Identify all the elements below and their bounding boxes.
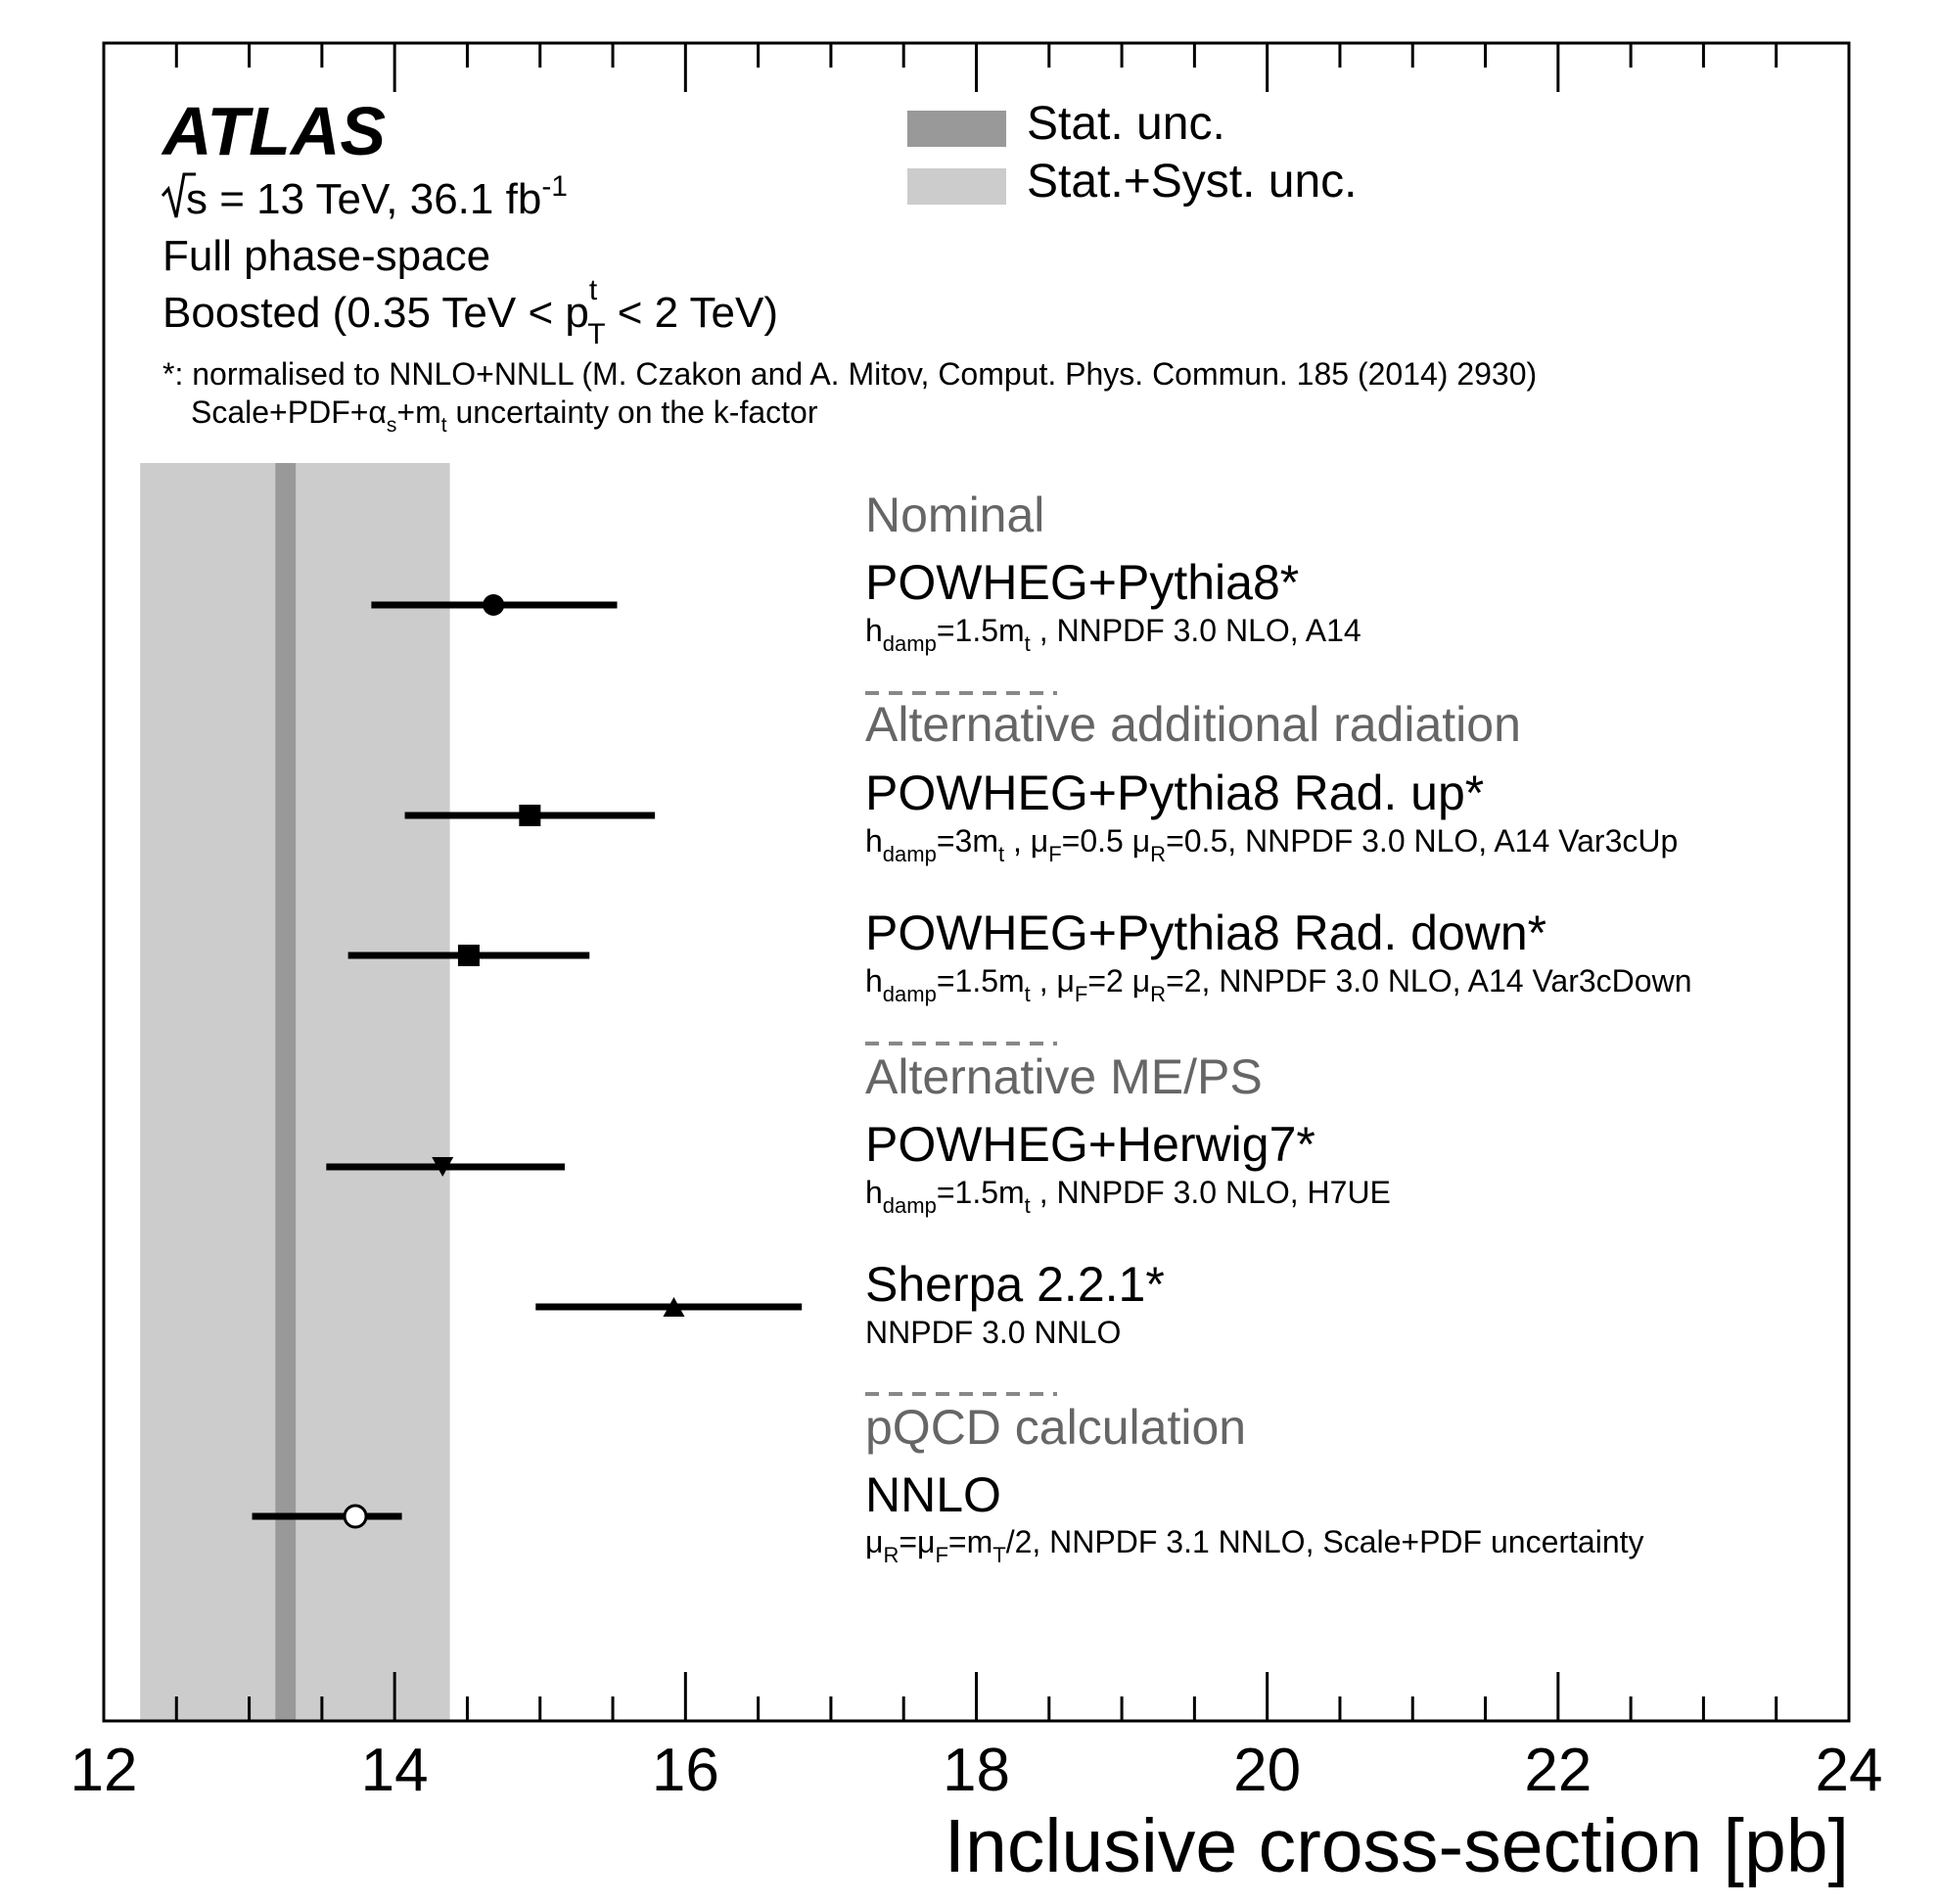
prediction-point	[371, 594, 618, 616]
marker-open-circle	[343, 1504, 368, 1529]
marker-circle	[483, 594, 505, 616]
sublabel-sherpa: NNPDF 3.0 NNLO	[865, 1315, 1121, 1350]
legend: Stat. unc. Stat.+Syst. unc.	[907, 98, 1358, 208]
legend-swatch-stat	[907, 111, 1006, 147]
prediction-point	[347, 945, 590, 966]
svg-text:s = 13 TeV, 36.1 fb-1: s = 13 TeV, 36.1 fb-1	[186, 170, 568, 223]
normalisation-note: *: normalised to NNLO+NNLL (M. Czakon an…	[162, 356, 1537, 392]
x-tick-label: 16	[652, 1737, 719, 1804]
label-rad-down: POWHEG+Pythia8 Rad. down*	[865, 906, 1546, 960]
experiment-label: ATLAS	[161, 93, 386, 169]
sublabel-powheg-pythia8: hdamp=1.5mt , NNPDF 3.0 NLO, A14	[865, 613, 1361, 656]
label-powheg-pythia8: POWHEG+Pythia8*	[865, 555, 1299, 610]
label-nnlo: NNLO	[865, 1467, 1001, 1522]
legend-swatch-stat-syst	[907, 168, 1006, 205]
sublabel-rad-down: hdamp=1.5mt , μF=2 μR=2, NNPDF 3.0 NLO, …	[865, 963, 1691, 1006]
x-tick-label: 12	[70, 1737, 138, 1804]
x-tick-label: 22	[1524, 1737, 1592, 1804]
sublabel-rad-up: hdamp=3mt , μF=0.5 μR=0.5, NNPDF 3.0 NLO…	[865, 823, 1678, 866]
boosted-label: Boosted (0.35 TeV < pt T < 2 TeV)	[162, 274, 778, 350]
marker-square	[457, 945, 480, 966]
axis-ticks	[102, 43, 1851, 1721]
marker-triangle-up	[663, 1297, 685, 1317]
prediction-point	[535, 1297, 803, 1317]
x-tick-label: 24	[1816, 1737, 1883, 1804]
prediction-points	[252, 594, 803, 1529]
legend-label-stat: Stat. unc.	[1027, 98, 1225, 150]
legend-label-stat-syst: Stat.+Syst. unc.	[1027, 156, 1358, 208]
marker-square	[519, 805, 541, 826]
section-pqcd: pQCD calculation	[865, 1400, 1246, 1455]
sqrt-icon	[161, 172, 196, 218]
marker-triangle-down	[432, 1157, 454, 1177]
x-tick-label: 14	[361, 1737, 429, 1804]
energy-label: s = 13 TeV, 36.1 fb-1	[161, 170, 568, 223]
uncertainty-note: Scale+PDF+αs+mt uncertainty on the k-fac…	[191, 395, 818, 437]
prediction-point	[404, 805, 656, 826]
section-radiation: Alternative additional radiation	[865, 697, 1521, 752]
x-axis-label: Inclusive cross-section [pb]	[945, 1804, 1849, 1888]
prediction-point	[252, 1504, 402, 1529]
section-meps: Alternative ME/PS	[865, 1049, 1263, 1104]
phase-space-label: Full phase-space	[162, 232, 490, 280]
label-sherpa: Sherpa 2.2.1*	[865, 1257, 1165, 1312]
x-tick-label: 20	[1233, 1737, 1301, 1804]
sublabel-nnlo: μR=μF=mT/2, NNPDF 3.1 NNLO, Scale+PDF un…	[865, 1524, 1644, 1567]
sublabel-herwig7: hdamp=1.5mt , NNPDF 3.0 NLO, H7UE	[865, 1175, 1391, 1218]
section-nominal: Nominal	[865, 488, 1044, 542]
x-tick-label: 18	[943, 1737, 1010, 1804]
label-rad-up: POWHEG+Pythia8 Rad. up*	[865, 766, 1484, 820]
stat-uncertainty-band	[275, 463, 297, 1721]
label-herwig7: POWHEG+Herwig7*	[865, 1117, 1315, 1172]
x-tick-labels: 12 14 16 18 20 22 24	[70, 1737, 1883, 1804]
prediction-point	[326, 1157, 566, 1177]
